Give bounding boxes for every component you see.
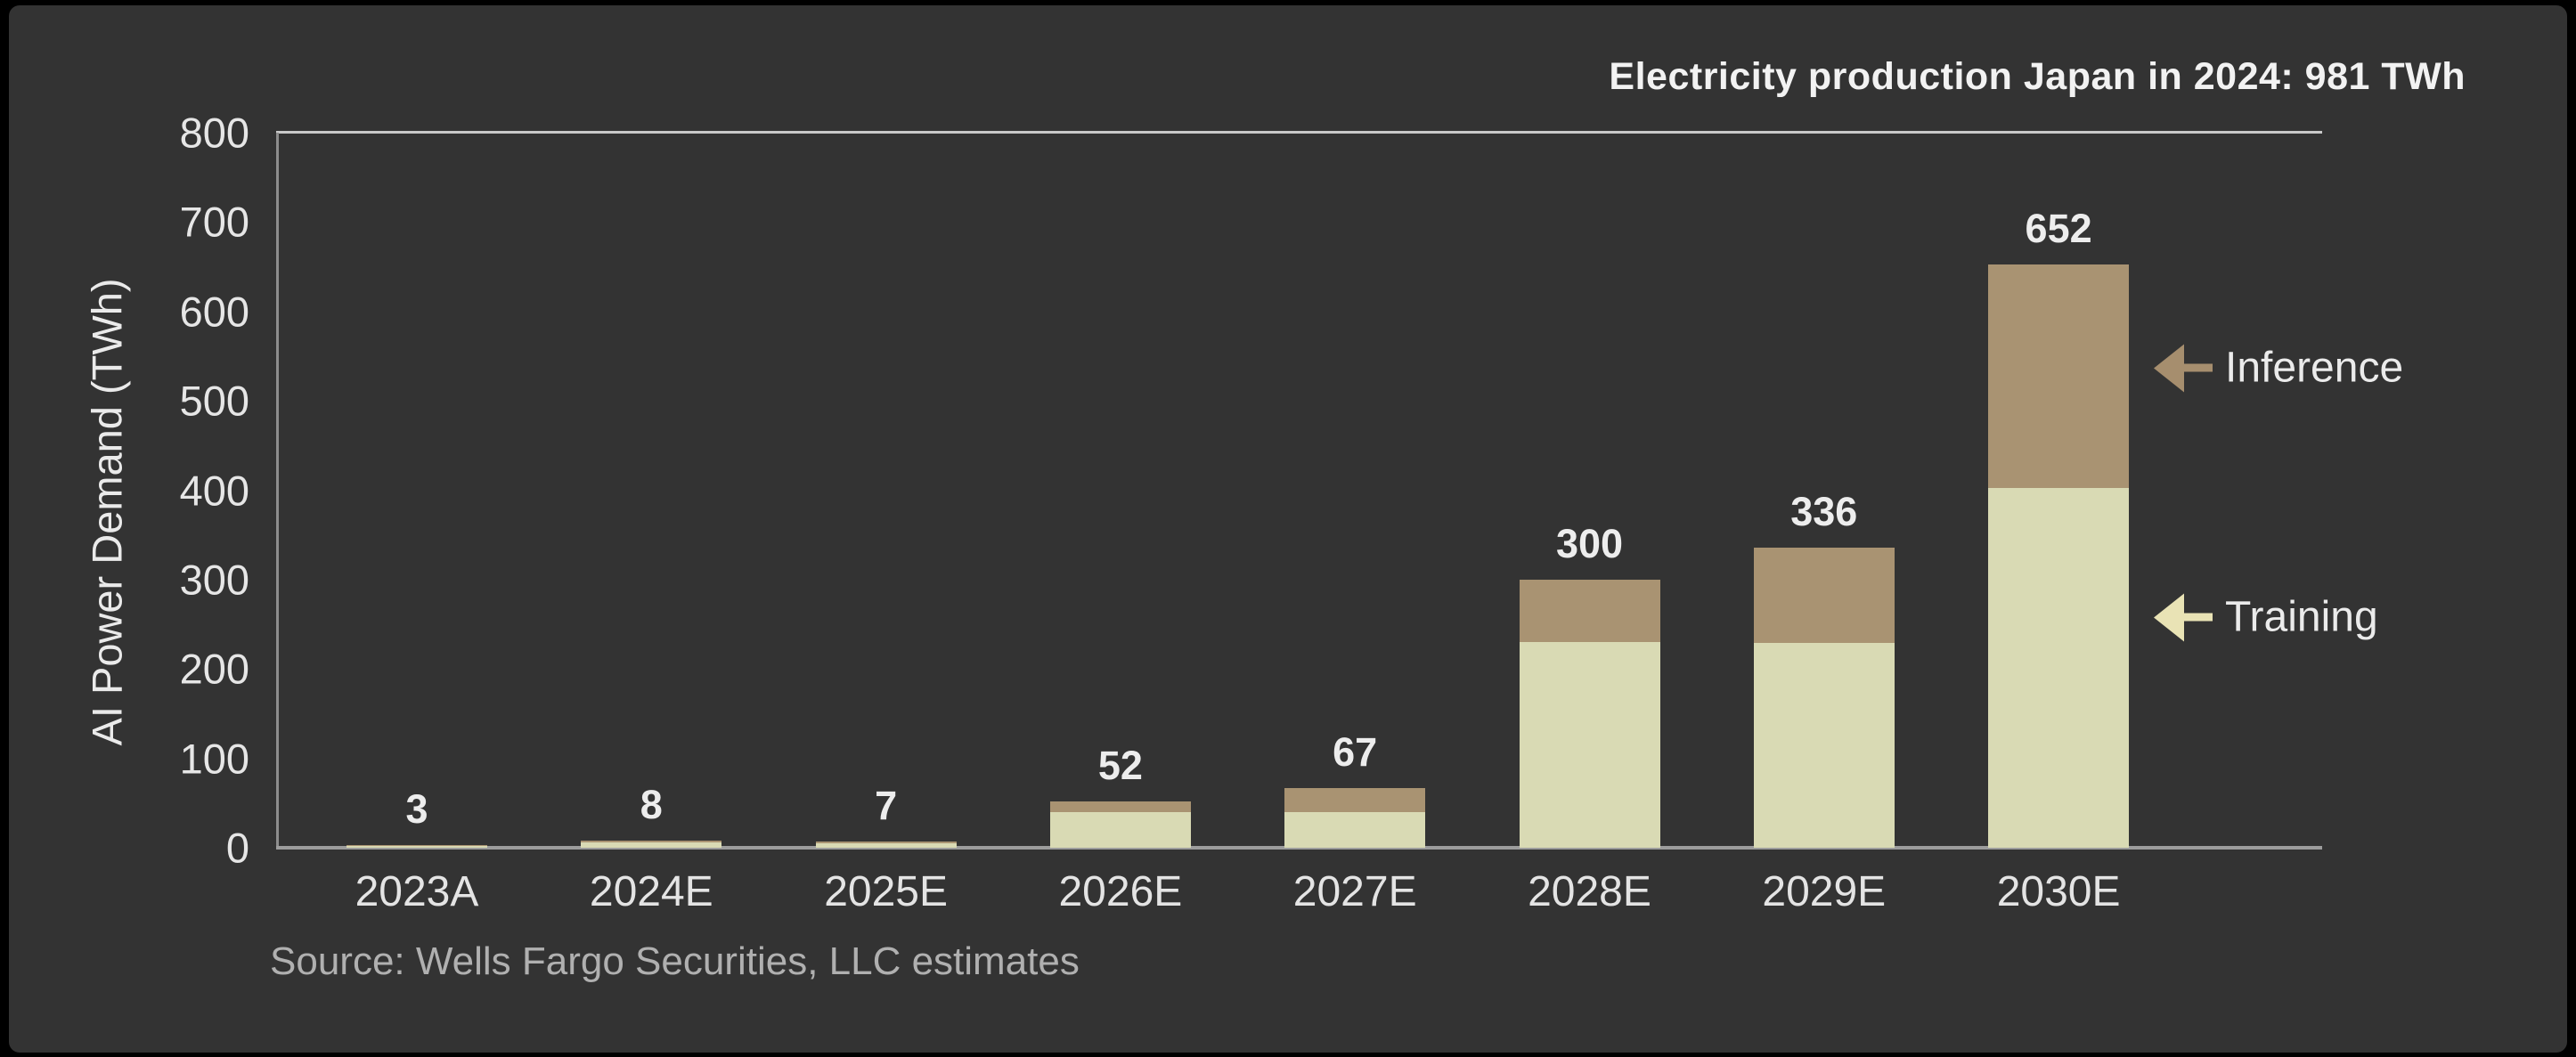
y-tick-label: 300 — [179, 556, 249, 604]
legend-item-inference: Inference — [2154, 344, 2403, 393]
bar-2029E — [1753, 548, 1895, 848]
y-tick-label: 600 — [179, 288, 249, 336]
y-tick-label: 100 — [179, 735, 249, 783]
bar-value-label: 300 — [1555, 521, 1624, 566]
bar-value-label: 67 — [1333, 729, 1378, 775]
inference-arrow-icon — [2154, 344, 2213, 392]
bar-2030E — [1988, 264, 2130, 848]
bar-2028E — [1519, 580, 1660, 848]
y-tick-label: 0 — [225, 824, 249, 872]
bar-segment-inference — [581, 841, 722, 842]
bar-2025E — [815, 842, 957, 848]
x-tick-label: 2028E — [1528, 868, 1651, 915]
legend-label-inference: Inference — [2225, 344, 2404, 392]
legend-item-training: Training — [2154, 593, 2378, 642]
x-tick-label: 2026E — [1058, 868, 1183, 915]
bar-value-label: 8 — [640, 782, 663, 827]
bar-segment-training — [581, 842, 722, 848]
bar-segment-inference — [1753, 548, 1895, 643]
bar-segment-training — [1049, 812, 1191, 848]
bar-segment-training — [815, 843, 957, 848]
bar-segment-inference — [815, 842, 957, 843]
y-tick-label: 800 — [179, 109, 249, 157]
bar-2024E — [581, 841, 722, 848]
bar-segment-inference — [1988, 264, 2130, 488]
bar-segment-training — [346, 846, 487, 848]
bar-value-label: 652 — [2025, 206, 2092, 251]
x-axis-line — [276, 846, 2322, 850]
bar-segment-inference — [346, 845, 487, 846]
chart-title: Electricity production Japan in 2024: 98… — [1609, 55, 2466, 98]
x-tick-label: 2025E — [824, 868, 948, 915]
bar-2027E — [1284, 788, 1426, 848]
x-tick-label: 2024E — [589, 868, 713, 915]
bar-segment-inference — [1519, 580, 1660, 642]
bar-segment-training — [1988, 488, 2130, 848]
y-axis-line — [276, 133, 279, 848]
source-text: Source: Wells Fargo Securities, LLC esti… — [270, 939, 1080, 983]
legend-label-training: Training — [2225, 593, 2378, 641]
bar-segment-inference — [1284, 788, 1426, 812]
bar-segment-training — [1753, 643, 1895, 848]
top-gridline — [276, 131, 2322, 134]
y-tick-label: 700 — [179, 198, 249, 246]
bar-value-label: 336 — [1790, 489, 1858, 534]
training-arrow-icon — [2154, 593, 2213, 641]
x-tick-label: 2030E — [1996, 868, 2121, 915]
bar-value-label: 7 — [875, 783, 898, 828]
bar-segment-training — [1519, 642, 1660, 848]
bar-segment-training — [1284, 812, 1426, 848]
bar-2023A — [346, 845, 487, 848]
chart-panel: Electricity production Japan in 2024: 98… — [9, 5, 2567, 1053]
bar-segment-inference — [1049, 801, 1191, 812]
x-tick-label: 2023A — [355, 868, 479, 915]
bar-2026E — [1049, 801, 1191, 848]
x-tick-label: 2029E — [1762, 868, 1887, 915]
y-tick-label: 200 — [179, 645, 249, 693]
x-tick-label: 2027E — [1292, 868, 1417, 915]
y-tick-label: 400 — [179, 467, 249, 514]
bar-value-label: 3 — [405, 786, 428, 832]
plot-area: 3 8 7 52 67 300 336 652 — [276, 131, 2322, 850]
bar-value-label: 52 — [1097, 743, 1143, 788]
y-tick-label: 500 — [179, 377, 249, 425]
